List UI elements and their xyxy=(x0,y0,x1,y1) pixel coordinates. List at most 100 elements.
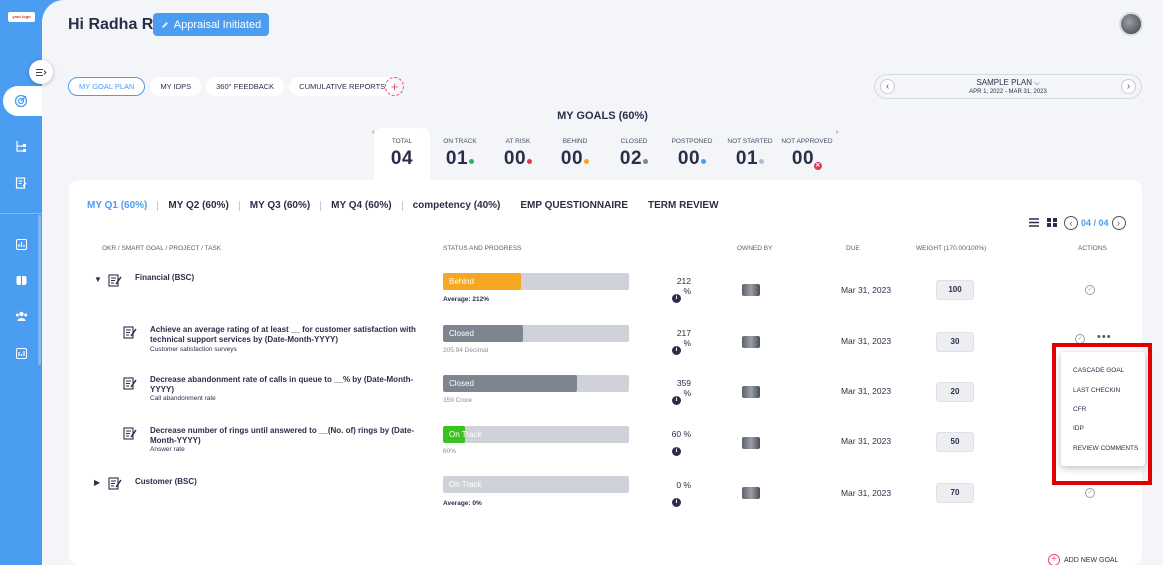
hierarchy-icon[interactable] xyxy=(12,137,30,155)
form-icon[interactable] xyxy=(12,174,30,192)
progress-percent: 0 % xyxy=(676,480,691,490)
stat-value: 01 xyxy=(735,148,759,169)
plan-name[interactable]: SAMPLE PLAN ⌵ xyxy=(976,78,1040,87)
info-icon[interactable]: i xyxy=(672,498,681,507)
stat-postponed[interactable]: POSTPONED 00 xyxy=(669,138,715,170)
appraisal-status-label: Appraisal Initiated xyxy=(173,18,262,31)
due-date: Mar 31, 2023 xyxy=(840,386,892,396)
progress-percent: 217 % xyxy=(676,328,691,348)
progress-fill xyxy=(443,375,577,392)
checkin-icon[interactable]: ✓ xyxy=(1085,488,1095,498)
goal-name[interactable]: Decrease number of rings until answered … xyxy=(150,426,415,445)
report-icon[interactable] xyxy=(12,344,30,362)
column-header-weight: WEIGHT (170.00/100%) xyxy=(916,245,987,252)
chart-icon[interactable] xyxy=(12,235,30,253)
tab-my-idps[interactable]: MY IDPS xyxy=(150,77,202,96)
sidebar-scrollbar[interactable] xyxy=(38,215,41,365)
tab-my-q1[interactable]: MY Q1 (60%) xyxy=(87,200,148,211)
collapse-sidebar-button[interactable] xyxy=(29,60,53,84)
tab-360-feedback[interactable]: 360° FEEDBACK xyxy=(206,77,285,96)
main-tabs: MY GOAL PLAN MY IDPS 360° FEEDBACK CUMUL… xyxy=(68,77,396,96)
status-dot xyxy=(527,159,533,164)
goal-name[interactable]: Achieve an average rating of at least __… xyxy=(150,325,416,344)
plan-next-button[interactable]: › xyxy=(1121,79,1136,94)
not-approved-icon: ✕ xyxy=(814,162,823,170)
stat-value: 02 xyxy=(619,148,643,169)
task-icon xyxy=(123,377,137,390)
info-icon[interactable]: i xyxy=(672,346,681,355)
sidebar: your logo xyxy=(0,0,47,565)
pager-prev-button[interactable]: ‹ xyxy=(1064,216,1078,230)
stat-not-started[interactable]: NOT STARTED 01 xyxy=(725,138,775,170)
owner-avatar[interactable] xyxy=(742,284,760,296)
column-header-status: STATUS AND PROGRESS xyxy=(443,245,522,252)
list-view-icon[interactable] xyxy=(1029,218,1039,227)
tab-emp-questionnaire[interactable]: EMP QUESTIONNAIRE xyxy=(520,200,628,211)
target-icon[interactable] xyxy=(12,92,30,110)
stats-scroll-right[interactable]: › xyxy=(836,129,839,136)
greeting: Hi Radha R xyxy=(68,16,154,33)
progress-note: Average: 212% xyxy=(443,296,490,303)
tab-cumulative-reports[interactable]: CUMULATIVE REPORTS xyxy=(289,77,396,96)
sidebar-active-indicator xyxy=(3,86,47,116)
plan-selector[interactable]: ‹ SAMPLE PLAN ⌵ APR 1, 2022 - MAR 31, 20… xyxy=(874,74,1142,99)
add-tab-button[interactable]: + xyxy=(385,77,404,96)
menu-item-last-checkin[interactable]: LAST CHECKIN xyxy=(1073,387,1121,394)
more-actions-icon[interactable]: ••• xyxy=(1097,331,1112,343)
collapse-row-icon[interactable]: ▼ xyxy=(94,275,102,284)
stat-at-risk[interactable]: AT RISK 00 xyxy=(500,138,536,170)
user-avatar[interactable] xyxy=(1119,12,1143,36)
view-toggle xyxy=(1029,218,1057,227)
tab-term-review[interactable]: TERM REVIEW xyxy=(647,200,719,211)
menu-item-idp[interactable]: IDP xyxy=(1073,425,1084,432)
tab-my-q3[interactable]: MY Q3 (60%) xyxy=(249,200,311,211)
expand-row-icon[interactable]: ▶ xyxy=(94,478,101,487)
menu-item-cfr[interactable]: CFR xyxy=(1073,406,1087,413)
info-icon[interactable]: i xyxy=(672,447,681,456)
book-icon[interactable] xyxy=(12,271,30,289)
tab-my-q2[interactable]: MY Q2 (60%) xyxy=(168,200,229,211)
column-header-actions: ACTIONS xyxy=(1078,245,1107,252)
status-dot xyxy=(469,159,475,164)
owner-avatar[interactable] xyxy=(742,336,760,348)
goal-name[interactable]: Customer (BSC) xyxy=(135,477,197,486)
appraisal-status-badge[interactable]: Appraisal Initiated xyxy=(153,13,269,36)
weight-field[interactable]: 50 xyxy=(936,432,974,452)
tab-my-q4[interactable]: MY Q4 (60%) xyxy=(331,200,392,211)
actions-dropdown-menu: CASCADE GOAL LAST CHECKIN CFR IDP REVIEW… xyxy=(1061,352,1145,466)
info-icon[interactable]: i xyxy=(672,396,681,405)
progress-status: On Track xyxy=(449,480,482,489)
owner-avatar[interactable] xyxy=(742,437,760,449)
owner-avatar[interactable] xyxy=(742,487,760,499)
stat-on-track[interactable]: ON TRACK 01 xyxy=(439,138,481,170)
weight-field[interactable]: 100 xyxy=(936,280,974,300)
stats-scroll-left[interactable]: ‹ xyxy=(372,129,375,136)
tab-my-goal-plan[interactable]: MY GOAL PLAN xyxy=(68,77,146,96)
progress-status: On Track xyxy=(449,430,482,439)
grid-view-icon[interactable] xyxy=(1047,218,1057,227)
stat-total-tab[interactable] xyxy=(374,128,430,183)
owner-avatar[interactable] xyxy=(742,386,760,398)
checkin-icon[interactable]: ✓ xyxy=(1085,285,1095,295)
weight-field[interactable]: 70 xyxy=(936,483,974,503)
pager-next-button[interactable]: › xyxy=(1111,216,1126,230)
stat-label: BEHIND xyxy=(562,138,588,145)
goal-name[interactable]: Decrease abandonment rate of calls in qu… xyxy=(150,375,414,394)
info-icon[interactable]: i xyxy=(672,294,681,303)
menu-item-review-comments[interactable]: REVIEW COMMENTS xyxy=(1073,445,1139,452)
stat-total[interactable]: TOTAL 04 xyxy=(374,138,430,170)
plan-prev-button[interactable]: ‹ xyxy=(880,79,895,94)
stat-behind[interactable]: BEHIND 00 xyxy=(557,138,593,170)
goal-name[interactable]: Financial (BSC) xyxy=(135,273,195,282)
stat-label: NOT APPROVED xyxy=(781,138,833,145)
people-icon[interactable] xyxy=(12,307,30,325)
tab-competency[interactable]: competency (40%) xyxy=(412,200,501,211)
stat-not-approved[interactable]: NOT APPROVED 00✕ xyxy=(780,138,834,170)
stat-closed[interactable]: CLOSED 02 xyxy=(616,138,652,170)
weight-field[interactable]: 20 xyxy=(936,382,974,402)
add-new-goal-button[interactable]: + ADD NEW GOAL xyxy=(1048,554,1118,565)
plan-dates: APR 1, 2022 - MAR 31, 2023 xyxy=(969,89,1047,95)
menu-item-cascade-goal[interactable]: CASCADE GOAL xyxy=(1073,367,1125,374)
weight-field[interactable]: 30 xyxy=(936,332,974,352)
